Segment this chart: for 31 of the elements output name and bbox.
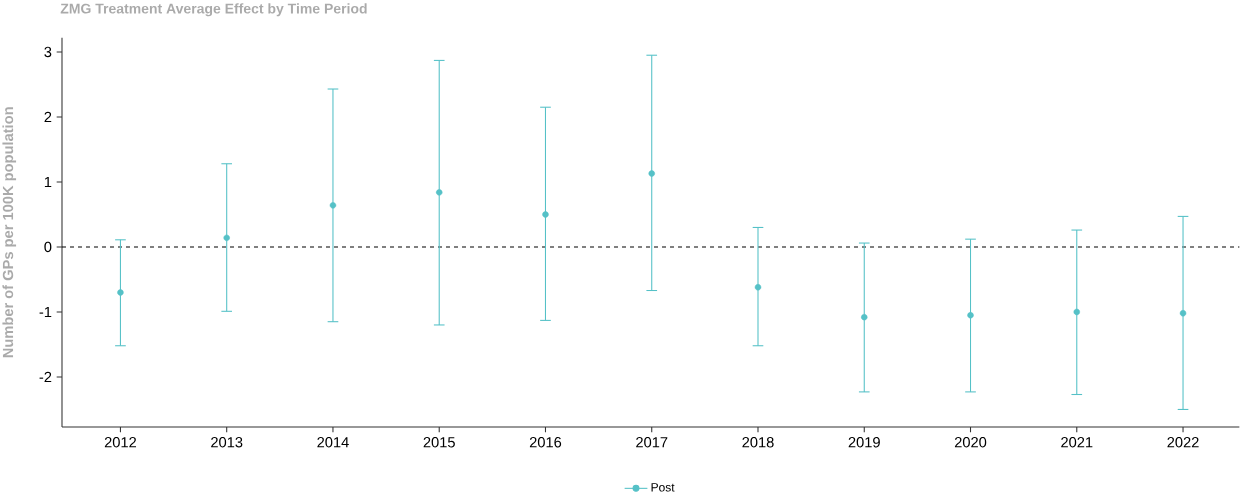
y-tick-label: -1	[39, 306, 52, 317]
x-tick-label: 2022	[1167, 437, 1199, 448]
point	[967, 312, 974, 319]
x-tick-label: 2014	[317, 437, 349, 448]
point	[117, 289, 124, 296]
point	[329, 202, 337, 209]
x-tick-label: 2013	[211, 437, 243, 448]
y-tick-label: -2	[39, 371, 52, 383]
y-axis-title: Number of GPs per 100K population	[2, 107, 17, 358]
y-tick-label: 0	[44, 241, 52, 253]
x-tick-label: 2017	[636, 437, 668, 448]
x-tick-label: 2015	[423, 437, 455, 448]
y-tick-label: 2	[44, 111, 52, 123]
legend-label: Post	[651, 483, 675, 492]
x-tick-label: 2018	[742, 437, 774, 448]
x-tick-label: 2020	[954, 437, 987, 448]
x-tick-label: 2012	[104, 437, 137, 448]
y-tick-label: 3	[44, 46, 52, 58]
point	[1073, 308, 1080, 316]
point	[861, 313, 868, 321]
point	[754, 284, 762, 291]
x-tick-label: 2016	[529, 437, 562, 448]
point	[648, 170, 655, 177]
y-tick-label: 1	[44, 176, 52, 187]
x-tick-label: 2019	[848, 437, 880, 448]
point	[436, 189, 443, 196]
chart-title: ZMG Treatment Average Effect by Time Period	[60, 3, 367, 17]
point	[1179, 310, 1187, 317]
x-tick-label: 2021	[1061, 437, 1093, 448]
point	[542, 211, 549, 218]
point	[223, 234, 230, 242]
